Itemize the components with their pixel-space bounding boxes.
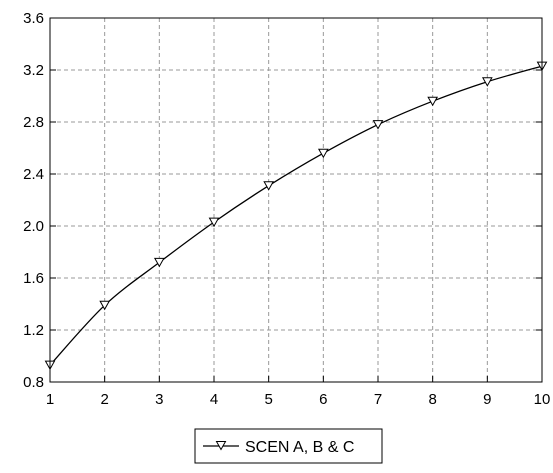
tick-labels: 1 2 3 4 5 6 7 8 9 10 0.8 1.2 1.6 2.0 2.4 2.8 3.2 3.6: [23, 10, 550, 408]
y-tick-label: 1.2: [23, 322, 44, 339]
x-tick-label: 1: [46, 391, 54, 408]
data-point-marker: [208, 217, 220, 228]
y-tick-label: 0.8: [23, 374, 44, 391]
x-tick-label: 6: [319, 391, 327, 408]
data-point-marker: [427, 96, 439, 107]
x-tick-label: 4: [210, 391, 218, 408]
y-tick-label: 2.8: [23, 114, 44, 131]
y-tick-label: 3.6: [23, 10, 44, 27]
y-tick-label: 2.4: [23, 166, 44, 183]
y-tick-label: 2.0: [23, 218, 44, 235]
x-tick-label: 10: [534, 391, 551, 408]
x-tick-label: 2: [100, 391, 108, 408]
grid-lines: [50, 18, 542, 382]
data-point-marker: [481, 77, 493, 87]
x-tick-label: 3: [155, 391, 163, 408]
x-tick-label: 8: [428, 391, 436, 408]
x-tick-label: 5: [264, 391, 272, 408]
legend-label: SCEN A, B & C: [245, 439, 354, 456]
data-point-marker: [99, 300, 111, 311]
data-point-marker: [263, 181, 275, 191]
data-point-marker: [153, 257, 165, 268]
y-tick-label: 3.2: [23, 62, 44, 79]
plot-frame: [49, 17, 543, 383]
legend: SCEN A, B & C: [194, 428, 383, 464]
tick-marks: [49, 17, 543, 383]
series-group: [44, 61, 548, 371]
data-point-marker: [372, 120, 384, 130]
series-line: [49, 65, 543, 366]
x-tick-label: 9: [483, 391, 491, 408]
data-point-marker: [317, 148, 329, 159]
y-tick-label: 1.6: [23, 270, 44, 287]
x-tick-label: 7: [374, 391, 382, 408]
legend-marker: [215, 441, 227, 451]
